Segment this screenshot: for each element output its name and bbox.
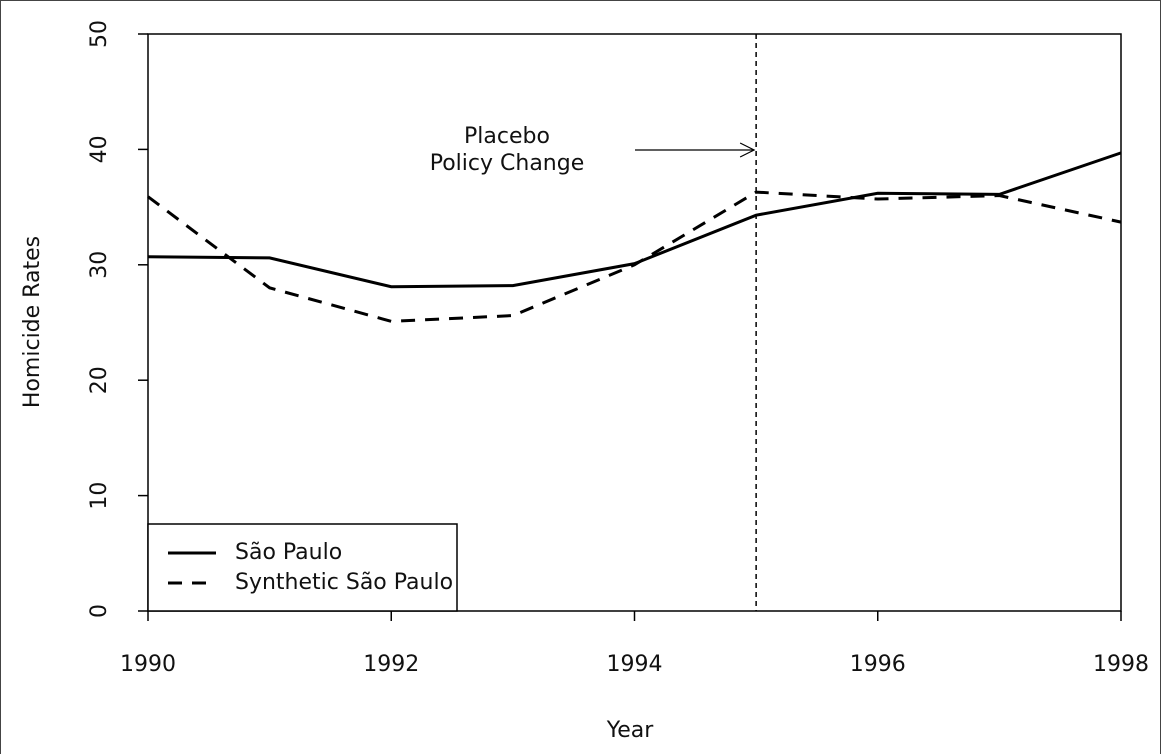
x-tick-label: 1990 xyxy=(120,652,176,677)
annotation: Placebo xyxy=(464,124,550,149)
legend-label: Synthetic São Paulo xyxy=(235,570,453,595)
y-axis-label: Homicide Rates xyxy=(20,236,45,408)
y-tick-label: 30 xyxy=(87,251,112,279)
annotation-arrowhead xyxy=(739,142,756,158)
legend-label: São Paulo xyxy=(235,540,342,565)
x-axis-label: Year xyxy=(606,718,655,743)
y-tick-label: 50 xyxy=(87,20,112,48)
x-tick-label: 1992 xyxy=(363,652,419,677)
x-tick-label: 1996 xyxy=(850,652,906,677)
y-tick-label: 10 xyxy=(87,482,112,510)
x-tick-label: 1994 xyxy=(607,652,663,677)
series-line xyxy=(147,190,1122,323)
series-line xyxy=(147,151,1122,289)
y-tick-label: 20 xyxy=(87,366,112,394)
x-tick-label: 1998 xyxy=(1093,652,1149,677)
y-tick-label: 0 xyxy=(87,604,112,618)
y-tick-label: 40 xyxy=(87,135,112,163)
legend-box xyxy=(147,523,458,612)
annotation: Policy Change xyxy=(430,151,585,176)
